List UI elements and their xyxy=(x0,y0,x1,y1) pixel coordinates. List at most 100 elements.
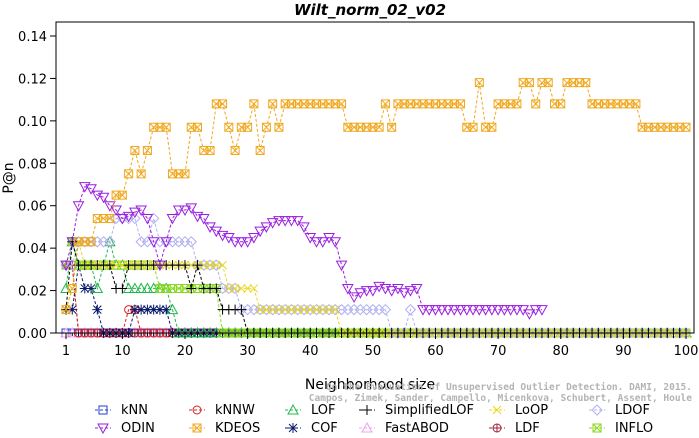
data-point-kdeos xyxy=(124,169,134,179)
data-point-odin xyxy=(429,305,442,316)
data-point-kdeos xyxy=(105,213,115,223)
data-point-odin xyxy=(122,211,135,223)
y-tick-label: 0.06 xyxy=(18,200,47,215)
x-axis-label: Neighborhood size xyxy=(305,377,435,393)
data-point-kdeos xyxy=(67,283,77,293)
data-point-odin xyxy=(266,218,279,229)
data-point-loop xyxy=(118,260,127,270)
data-point-kdeos xyxy=(468,122,478,132)
data-point-kdeos xyxy=(268,99,278,109)
data-point-odin xyxy=(341,283,354,295)
data-point-kdeos xyxy=(681,122,691,132)
data-point-ldof xyxy=(379,303,392,316)
legend-label-inflo: INFLO xyxy=(615,421,653,434)
data-point-odin xyxy=(316,237,329,248)
data-point-kdeos xyxy=(581,78,591,88)
legend-label-kdeos: KDEOS xyxy=(215,421,260,434)
data-point-loop xyxy=(262,305,271,315)
plot-frame xyxy=(55,21,695,334)
data-point-kdeos xyxy=(631,99,641,109)
data-point-odin xyxy=(110,205,122,216)
plot-area xyxy=(60,78,692,339)
credit-line-1: Campos, Zimek, Sander, Campello, Micenko… xyxy=(309,393,692,404)
legend: kNN kNNW LOF SimplifiedLOF LoOP LDOF ODIN KDEOS… xyxy=(95,403,653,436)
legend-item-ldof: LDOF xyxy=(589,403,650,418)
data-point-odin xyxy=(248,233,260,244)
data-point-cof xyxy=(129,304,140,315)
data-point-cof xyxy=(92,304,103,315)
data-point-odin xyxy=(504,305,517,316)
data-point-loop xyxy=(280,305,290,315)
x-tick-label-70: 70 xyxy=(490,344,507,359)
series-line-cof xyxy=(66,264,686,334)
data-point-lof xyxy=(135,282,148,293)
data-point-odin xyxy=(135,205,148,216)
data-point-cof xyxy=(86,283,97,294)
data-point-odin xyxy=(85,184,97,195)
data-point-odin xyxy=(498,305,511,316)
data-point-odin xyxy=(129,207,141,219)
data-point-odin xyxy=(360,286,373,297)
series-knnw xyxy=(61,260,691,338)
data-point-odin xyxy=(191,211,204,223)
data-point-kdeos xyxy=(261,122,271,132)
x-tick-label-10: 10 xyxy=(114,344,131,359)
credit-watermark: On the Evaluation of Unsupervised Outlie… xyxy=(309,382,692,404)
data-point-loop xyxy=(111,260,121,270)
series-ldf xyxy=(61,260,691,338)
data-point-simplifiedlof xyxy=(211,283,222,294)
data-point-loop xyxy=(211,260,221,270)
legend-label-simplifiedlof: SimplifiedLOF xyxy=(385,403,474,418)
data-point-odin xyxy=(354,288,367,299)
x-tick-label-100: 100 xyxy=(674,344,699,359)
legend-item-knn: kNN xyxy=(95,403,148,418)
legend-marker-kdeos xyxy=(192,423,202,433)
data-point-odin xyxy=(147,237,160,248)
y-tick-label: 0.14 xyxy=(18,30,47,45)
data-point-simplifiedlof xyxy=(186,283,197,294)
data-point-odin xyxy=(172,205,185,216)
series-kdeos xyxy=(61,78,691,315)
data-point-odin xyxy=(329,237,342,248)
data-point-cof xyxy=(79,283,90,294)
data-point-odin xyxy=(442,305,454,316)
credit-line-2: On the Evaluation of Unsupervised Outlie… xyxy=(326,382,692,393)
legend-item-kdeos: KDEOS xyxy=(189,421,260,436)
data-point-lof xyxy=(166,303,179,315)
legend-marker-knn xyxy=(98,405,108,415)
data-point-cof xyxy=(142,304,153,315)
data-point-odin xyxy=(435,305,448,316)
legend-marker-odin xyxy=(97,423,109,435)
data-point-lof xyxy=(141,282,154,293)
data-point-simplifiedlof xyxy=(236,304,247,315)
data-point-odin xyxy=(310,237,323,248)
data-point-cof xyxy=(148,304,159,315)
data-point-odin xyxy=(97,192,110,204)
legend-marker-cof xyxy=(288,423,298,433)
y-axis-label: P@n xyxy=(1,162,17,193)
data-point-ldof xyxy=(185,236,197,248)
data-point-kdeos xyxy=(556,99,566,109)
data-point-kdeos xyxy=(117,190,127,200)
legend-item-lof: LOF xyxy=(285,403,336,418)
data-point-odin xyxy=(536,305,548,316)
data-point-odin xyxy=(511,305,523,316)
data-point-kdeos xyxy=(249,99,259,109)
x-tick-label-20: 20 xyxy=(177,344,194,359)
data-point-kdeos xyxy=(218,99,228,109)
data-point-odin xyxy=(385,286,398,297)
data-point-odin xyxy=(279,216,292,227)
data-point-loop xyxy=(205,260,215,270)
data-point-simplifiedlof xyxy=(104,260,115,271)
legend-marker-ldf-cross xyxy=(493,424,501,432)
data-point-odin xyxy=(229,237,241,248)
data-point-loop xyxy=(224,284,234,293)
data-point-loop xyxy=(199,260,209,270)
data-point-loop xyxy=(330,305,340,315)
data-point-odin xyxy=(141,213,154,225)
legend-item-inflo: INFLO xyxy=(589,421,653,436)
data-point-odin xyxy=(335,260,348,272)
legend-label-knn: kNN xyxy=(121,403,148,418)
